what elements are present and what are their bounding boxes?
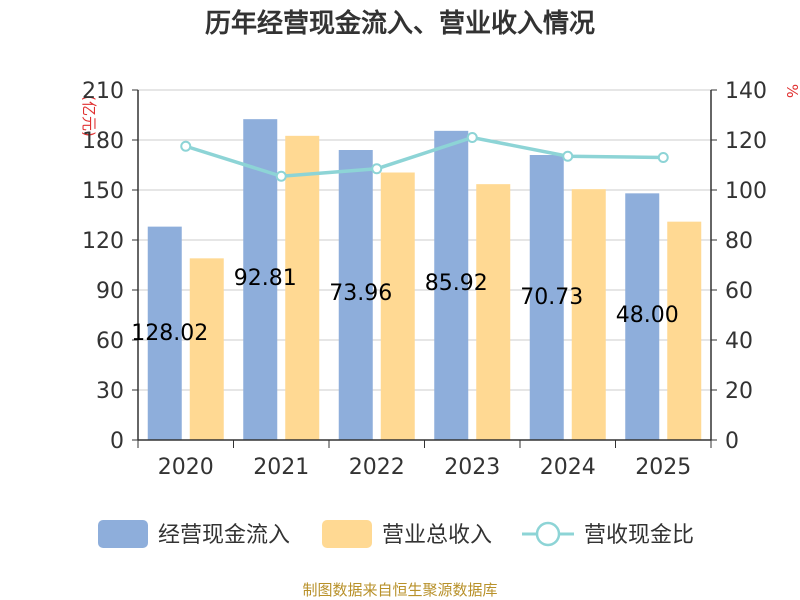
source-note: 制图数据来自恒生聚源数据库 <box>302 581 497 599</box>
left-tick-label: 90 <box>96 279 124 304</box>
ratio-point-2022 <box>371 163 383 175</box>
data-label: 128.02 <box>131 321 208 346</box>
ratio-polyline <box>185 135 664 179</box>
bar-revenue-2024 <box>571 189 606 440</box>
data-label: 92.81 <box>234 266 297 291</box>
legend-label: 营业总收入 <box>382 523 492 548</box>
left-tick-label: 210 <box>82 79 124 104</box>
left-axis-unit: (亿元) <box>80 95 98 137</box>
legend-swatch-ratio-marker <box>535 521 561 547</box>
x-tick-label: 2024 <box>540 455 596 480</box>
bar-cash-inflow-2022 <box>338 150 373 440</box>
bars <box>147 119 702 441</box>
ratio-point-2020 <box>180 140 192 152</box>
bar-revenue-2023 <box>476 184 511 440</box>
x-tick-label: 2025 <box>635 455 691 480</box>
bar-revenue-2020 <box>189 258 224 440</box>
bar-cash-inflow-2020 <box>147 226 182 440</box>
ratio-point-2021 <box>275 170 287 182</box>
left-tick-label: 120 <box>82 229 124 254</box>
left-tick-label: 30 <box>96 379 124 404</box>
right-tick-label: 140 <box>725 79 767 104</box>
ratio-point-2023 <box>466 132 478 143</box>
legend: 经营现金流入 营业总收入 营收现金比 <box>98 520 694 548</box>
right-tick-label: 60 <box>725 279 753 304</box>
ratio-point-2025 <box>657 152 669 163</box>
right-tick-label: 40 <box>725 329 753 354</box>
right-tick-label: 0 <box>725 429 739 454</box>
x-tick-label: 2020 <box>158 455 214 480</box>
left-tick-label: 150 <box>82 179 124 204</box>
x-tick-label: 2023 <box>444 455 500 480</box>
bar-cash-inflow-2023 <box>434 130 469 441</box>
left-tick-label: 60 <box>96 329 124 354</box>
bar-revenue-2022 <box>380 172 415 440</box>
legend-label: 经营现金流入 <box>158 523 290 548</box>
left-tick-label: 180 <box>82 129 124 154</box>
data-labels: 128.02 92.81 73.96 85.92 70.73 48.00 <box>131 266 678 346</box>
right-tick-label: 80 <box>725 229 753 254</box>
right-axis-unit: % <box>783 84 800 98</box>
right-tick-label: 120 <box>725 129 767 154</box>
bar-cash-inflow-2025 <box>625 193 660 440</box>
bar-cash-inflow-2024 <box>529 155 564 440</box>
right-tick-label: 20 <box>725 379 753 404</box>
data-label: 70.73 <box>520 285 583 310</box>
legend-label: 营收现金比 <box>584 523 694 548</box>
legend-swatch-revenue <box>322 520 372 548</box>
data-label: 73.96 <box>329 281 392 306</box>
data-label: 48.00 <box>616 303 679 328</box>
data-label: 85.92 <box>425 271 488 296</box>
legend-swatch-cash-inflow <box>98 520 148 548</box>
x-tick-label: 2021 <box>253 455 309 480</box>
axes: 0 30 60 90 120 150 180 210 0 20 40 60 80 100 120 140 202… <box>82 79 767 480</box>
bar-revenue-2021 <box>285 135 320 441</box>
ratio-point-2024 <box>562 150 574 162</box>
x-tick-label: 2022 <box>349 455 405 480</box>
gridlines <box>138 89 711 391</box>
left-tick-label: 0 <box>110 429 124 454</box>
right-tick-label: 100 <box>725 179 767 204</box>
chart-title: 历年经营现金流入、营业收入情况 <box>205 8 595 39</box>
bar-revenue-2025 <box>667 221 702 440</box>
ratio-line <box>180 132 669 182</box>
